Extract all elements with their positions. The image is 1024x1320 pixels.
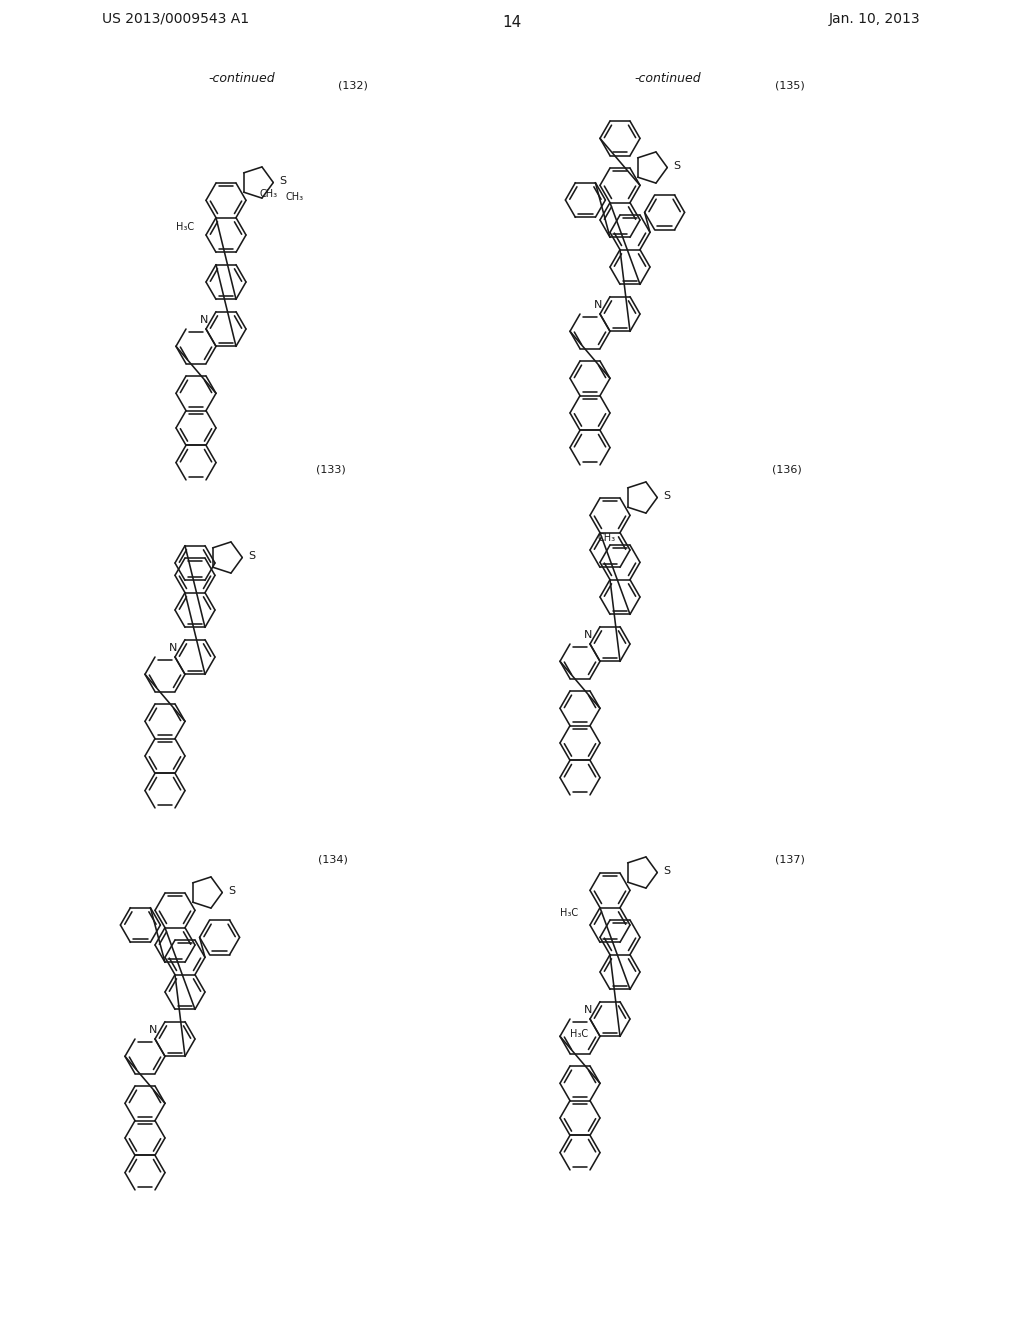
Text: CH₃: CH₃ bbox=[598, 533, 616, 543]
Text: S: S bbox=[249, 550, 256, 561]
Text: S: S bbox=[228, 886, 236, 895]
Text: (134): (134) bbox=[318, 855, 348, 865]
Text: S: S bbox=[674, 161, 681, 170]
Text: S: S bbox=[664, 866, 671, 875]
Text: N: N bbox=[148, 1024, 157, 1035]
Text: (137): (137) bbox=[775, 855, 805, 865]
Text: S: S bbox=[664, 491, 671, 500]
Text: -continued: -continued bbox=[209, 73, 275, 84]
Text: (132): (132) bbox=[338, 81, 368, 90]
Text: Jan. 10, 2013: Jan. 10, 2013 bbox=[828, 12, 920, 26]
Text: US 2013/0009543 A1: US 2013/0009543 A1 bbox=[102, 12, 249, 26]
Text: N: N bbox=[584, 630, 592, 640]
Text: CH₃: CH₃ bbox=[260, 189, 279, 199]
Text: H₃C: H₃C bbox=[570, 1030, 588, 1039]
Text: S: S bbox=[280, 176, 287, 186]
Text: H₃C: H₃C bbox=[560, 908, 578, 917]
Text: CH₃: CH₃ bbox=[286, 191, 303, 202]
Text: (135): (135) bbox=[775, 81, 805, 90]
Text: H₃C: H₃C bbox=[176, 222, 194, 232]
Text: N: N bbox=[169, 643, 177, 652]
Text: -continued: -continued bbox=[635, 73, 701, 84]
Text: N: N bbox=[594, 300, 602, 310]
Text: N: N bbox=[584, 1005, 592, 1015]
Text: 14: 14 bbox=[503, 15, 521, 30]
Text: (133): (133) bbox=[316, 465, 346, 475]
Text: (136): (136) bbox=[772, 465, 802, 475]
Text: N: N bbox=[200, 314, 208, 325]
